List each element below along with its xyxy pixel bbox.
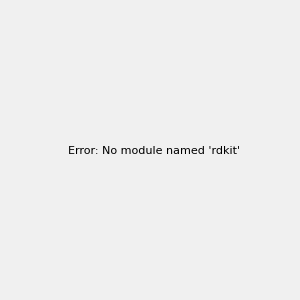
Text: Error: No module named 'rdkit': Error: No module named 'rdkit' — [68, 146, 240, 157]
